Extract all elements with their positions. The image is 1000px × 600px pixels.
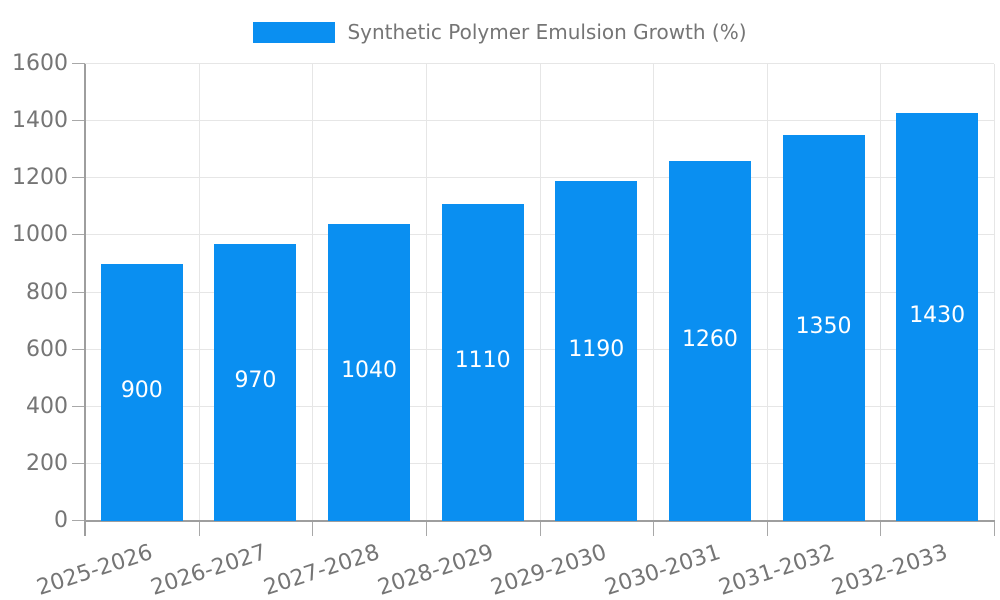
x-axis-tick-label: 2029-2030 [488,540,611,600]
legend-item[interactable]: Synthetic Polymer Emulsion Growth (%) [253,20,747,44]
y-axis-tick-label: 600 [26,336,68,362]
y-axis-tick-label: 1400 [12,108,68,134]
y-axis-tick [72,348,85,350]
y-axis-tick [72,291,85,293]
y-axis-tick [72,520,85,521]
x-axis-tick [198,521,200,536]
x-axis-line [84,520,995,522]
x-axis-tick [766,521,768,536]
x-axis-tick-label: 2027-2028 [261,540,383,600]
bar[interactable] [441,203,524,521]
x-axis-tick-label: 2031-2032 [715,540,838,600]
gridline-vertical [539,64,541,521]
gridline-vertical [880,64,882,521]
gridline-vertical [653,64,655,521]
y-axis-tick-label: 1600 [12,51,68,76]
bar[interactable] [555,181,638,521]
legend-swatch-icon [253,21,336,43]
x-axis-tick-label: 2026-2027 [147,540,270,600]
x-axis-tick [312,521,314,536]
x-axis-tick [880,521,882,536]
y-axis-tick-label: 0 [54,508,68,533]
y-axis-tick-label: 800 [26,279,68,305]
x-axis-tick [994,521,995,536]
y-axis-tick-label: 1200 [12,165,68,191]
bar[interactable] [896,112,979,521]
y-axis-tick [72,120,85,122]
x-axis-tick [425,521,427,536]
bar[interactable] [214,243,297,521]
bar[interactable] [328,223,411,521]
bar[interactable] [100,263,183,521]
x-axis-tick-label: 2028-2029 [374,540,497,600]
y-axis-tick [72,63,85,64]
bar[interactable] [668,161,751,521]
x-axis-tick-label: 2025-2026 [33,540,156,600]
legend: Synthetic Polymer Emulsion Growth (%) [0,20,1000,44]
gridline-vertical [198,64,200,521]
y-axis-tick [72,234,85,236]
y-axis-line [84,64,86,536]
legend-label: Synthetic Polymer Emulsion Growth (%) [347,20,747,44]
x-axis-tick [539,521,541,536]
gridline-vertical [312,64,314,521]
x-axis-tick-label: 2030-2031 [601,540,724,600]
y-axis-tick [72,405,85,407]
y-axis-tick [72,177,85,179]
x-axis-tick-label: 2032-2033 [829,540,951,600]
y-axis-tick-label: 400 [26,393,68,419]
bar[interactable] [782,135,865,521]
x-axis-tick [653,521,655,536]
gridline-vertical [994,64,995,521]
y-axis-tick [72,462,85,464]
gridline-vertical [425,64,427,521]
y-axis-tick-label: 1000 [12,222,68,248]
y-axis-tick-label: 200 [26,450,68,476]
gridline-vertical [766,64,768,521]
gridline-horizontal [85,63,994,64]
